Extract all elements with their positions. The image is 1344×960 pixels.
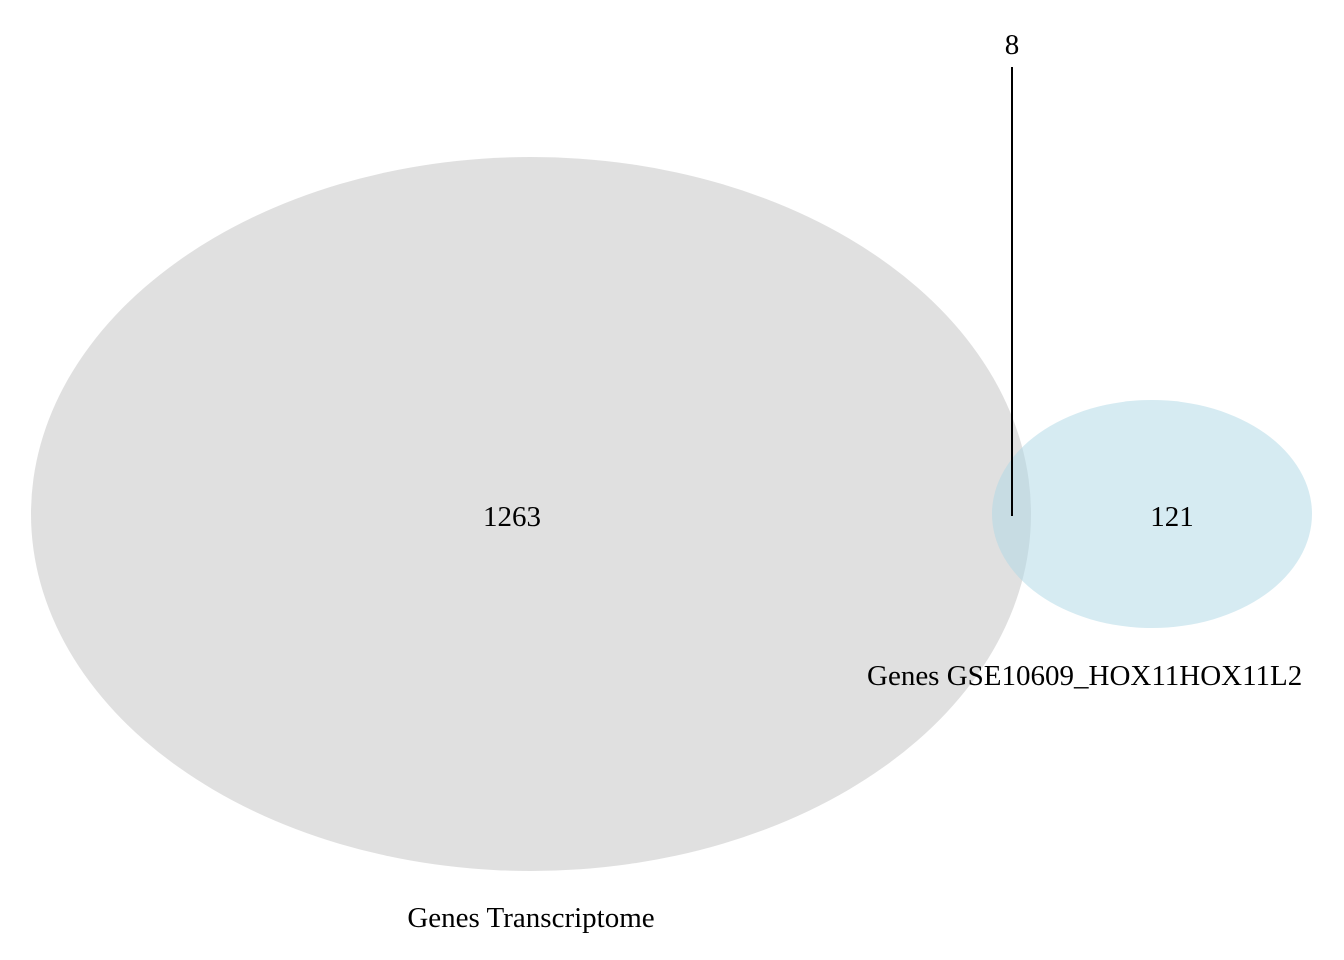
set-a-only-count: 1263 xyxy=(483,501,541,533)
set-a-ellipse xyxy=(31,157,1031,871)
intersection-count: 8 xyxy=(1005,29,1020,61)
set-b-label: Genes GSE10609_HOX11HOX11L2 xyxy=(867,660,1302,692)
set-b-ellipse xyxy=(992,400,1312,628)
set-a-label: Genes Transcriptome xyxy=(407,902,654,934)
set-b-only-count: 121 xyxy=(1150,501,1194,533)
